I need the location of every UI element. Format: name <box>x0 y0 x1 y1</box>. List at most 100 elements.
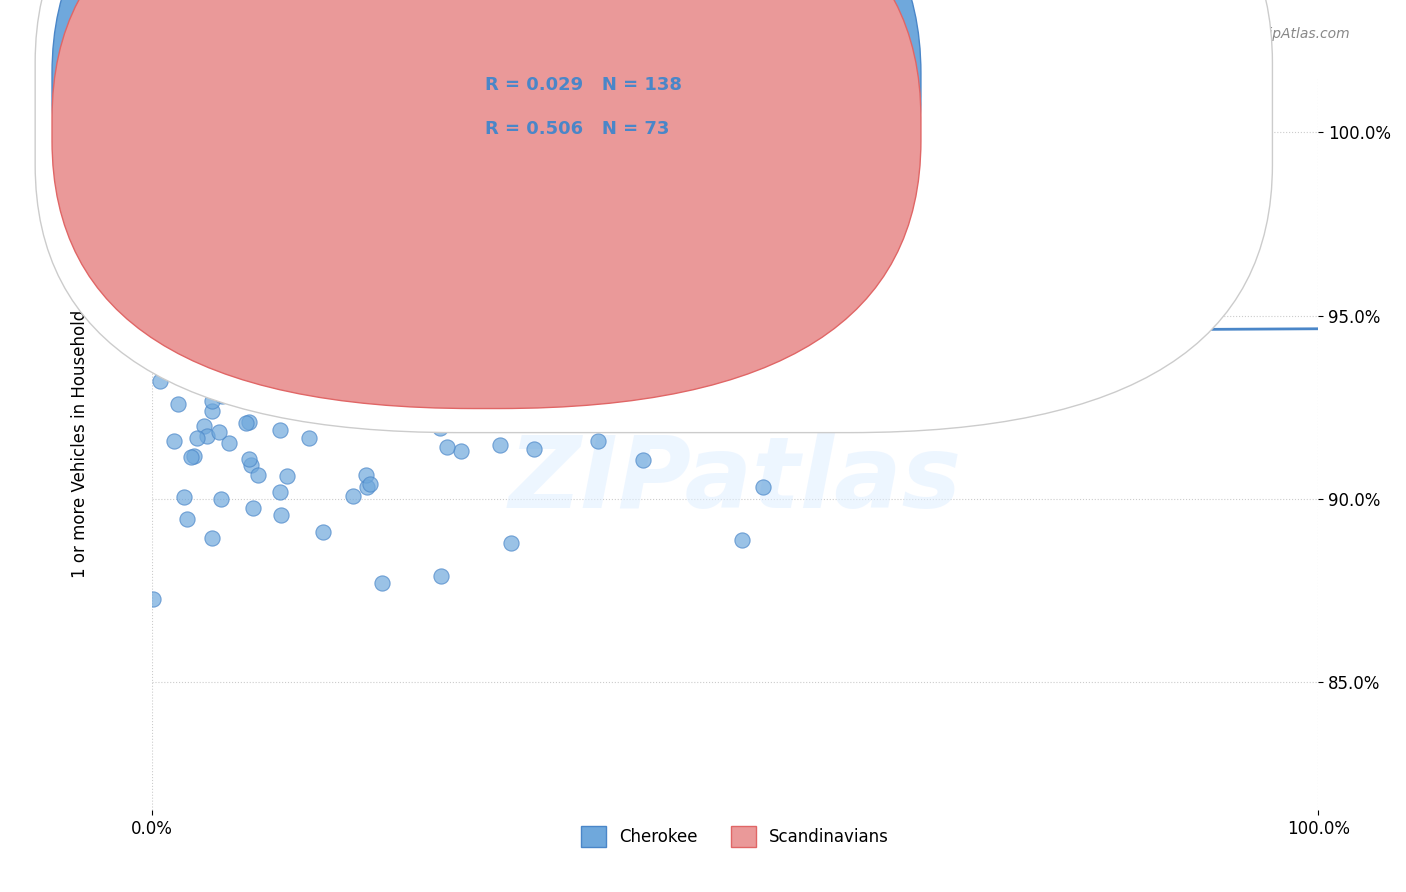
Point <box>224 186 246 201</box>
Point <box>152 301 174 315</box>
Point <box>240 212 263 227</box>
Point <box>148 260 170 274</box>
Point <box>492 290 515 304</box>
Point <box>523 442 546 457</box>
Point <box>318 281 340 295</box>
Point <box>205 304 228 318</box>
Text: R = 0.029   N = 138: R = 0.029 N = 138 <box>485 76 682 94</box>
Point <box>146 274 169 288</box>
Point <box>209 220 232 235</box>
Point <box>337 285 360 299</box>
Point <box>238 208 260 222</box>
Point <box>399 364 422 378</box>
Point <box>197 243 219 257</box>
Point <box>368 207 391 221</box>
Point <box>195 244 218 259</box>
Point <box>208 190 231 204</box>
Point <box>453 227 475 242</box>
Point <box>205 294 228 309</box>
Point <box>430 306 453 320</box>
Point <box>277 287 299 301</box>
Point <box>163 193 186 207</box>
Point <box>301 335 323 350</box>
Point <box>143 219 166 233</box>
Point <box>212 241 235 255</box>
Point <box>276 469 298 483</box>
Point <box>266 307 288 321</box>
Point <box>270 508 292 522</box>
Point <box>162 342 184 356</box>
Point <box>450 443 472 458</box>
Legend: Cherokee, Scandinavians: Cherokee, Scandinavians <box>574 820 896 854</box>
Point <box>170 324 193 338</box>
Point <box>387 233 409 247</box>
Point <box>195 428 218 442</box>
Point <box>339 187 361 202</box>
Point <box>142 238 165 252</box>
Point <box>305 227 328 241</box>
Point <box>425 224 447 238</box>
Point <box>146 266 169 280</box>
Point <box>252 311 274 326</box>
Point <box>184 222 207 236</box>
Point <box>149 214 172 228</box>
Point <box>156 291 179 305</box>
Point <box>277 227 299 241</box>
Point <box>176 307 198 321</box>
Point <box>176 512 198 526</box>
Point <box>264 186 287 200</box>
Point <box>202 202 225 217</box>
Point <box>586 434 609 448</box>
Point <box>269 485 291 500</box>
Point <box>179 107 201 121</box>
Point <box>316 243 339 257</box>
Point <box>233 372 256 386</box>
Point <box>190 257 212 271</box>
Point <box>426 390 449 404</box>
Point <box>179 260 201 275</box>
Point <box>167 245 190 260</box>
Point <box>485 248 508 262</box>
Point <box>145 186 167 200</box>
Point <box>155 362 177 376</box>
Point <box>173 227 195 242</box>
Point <box>167 397 190 411</box>
Point <box>183 265 205 279</box>
Point <box>208 425 231 440</box>
Point <box>207 214 229 228</box>
Point <box>398 191 420 205</box>
Point <box>356 467 378 482</box>
Point <box>186 431 208 445</box>
Point <box>209 202 232 216</box>
Point <box>142 252 165 266</box>
Point <box>399 359 422 373</box>
Point <box>239 458 262 473</box>
Point <box>269 423 291 437</box>
Point <box>271 167 294 181</box>
Point <box>142 269 165 284</box>
Point <box>301 334 323 349</box>
Point <box>368 268 391 283</box>
Point <box>238 451 260 466</box>
Point <box>225 252 247 267</box>
Point <box>557 206 579 220</box>
Point <box>531 320 554 334</box>
Point <box>180 245 202 260</box>
Point <box>186 225 208 239</box>
Point <box>641 263 664 277</box>
Point <box>284 259 307 273</box>
Point <box>668 337 690 351</box>
Point <box>561 284 583 298</box>
Point <box>207 259 229 273</box>
Point <box>148 285 170 299</box>
Point <box>152 222 174 236</box>
Point <box>276 285 298 300</box>
Point <box>146 235 169 250</box>
Point <box>330 301 353 315</box>
Point <box>233 281 256 295</box>
Point <box>304 227 326 241</box>
Point <box>143 194 166 208</box>
Point <box>180 450 202 464</box>
Point <box>488 438 510 452</box>
Point <box>173 490 195 504</box>
